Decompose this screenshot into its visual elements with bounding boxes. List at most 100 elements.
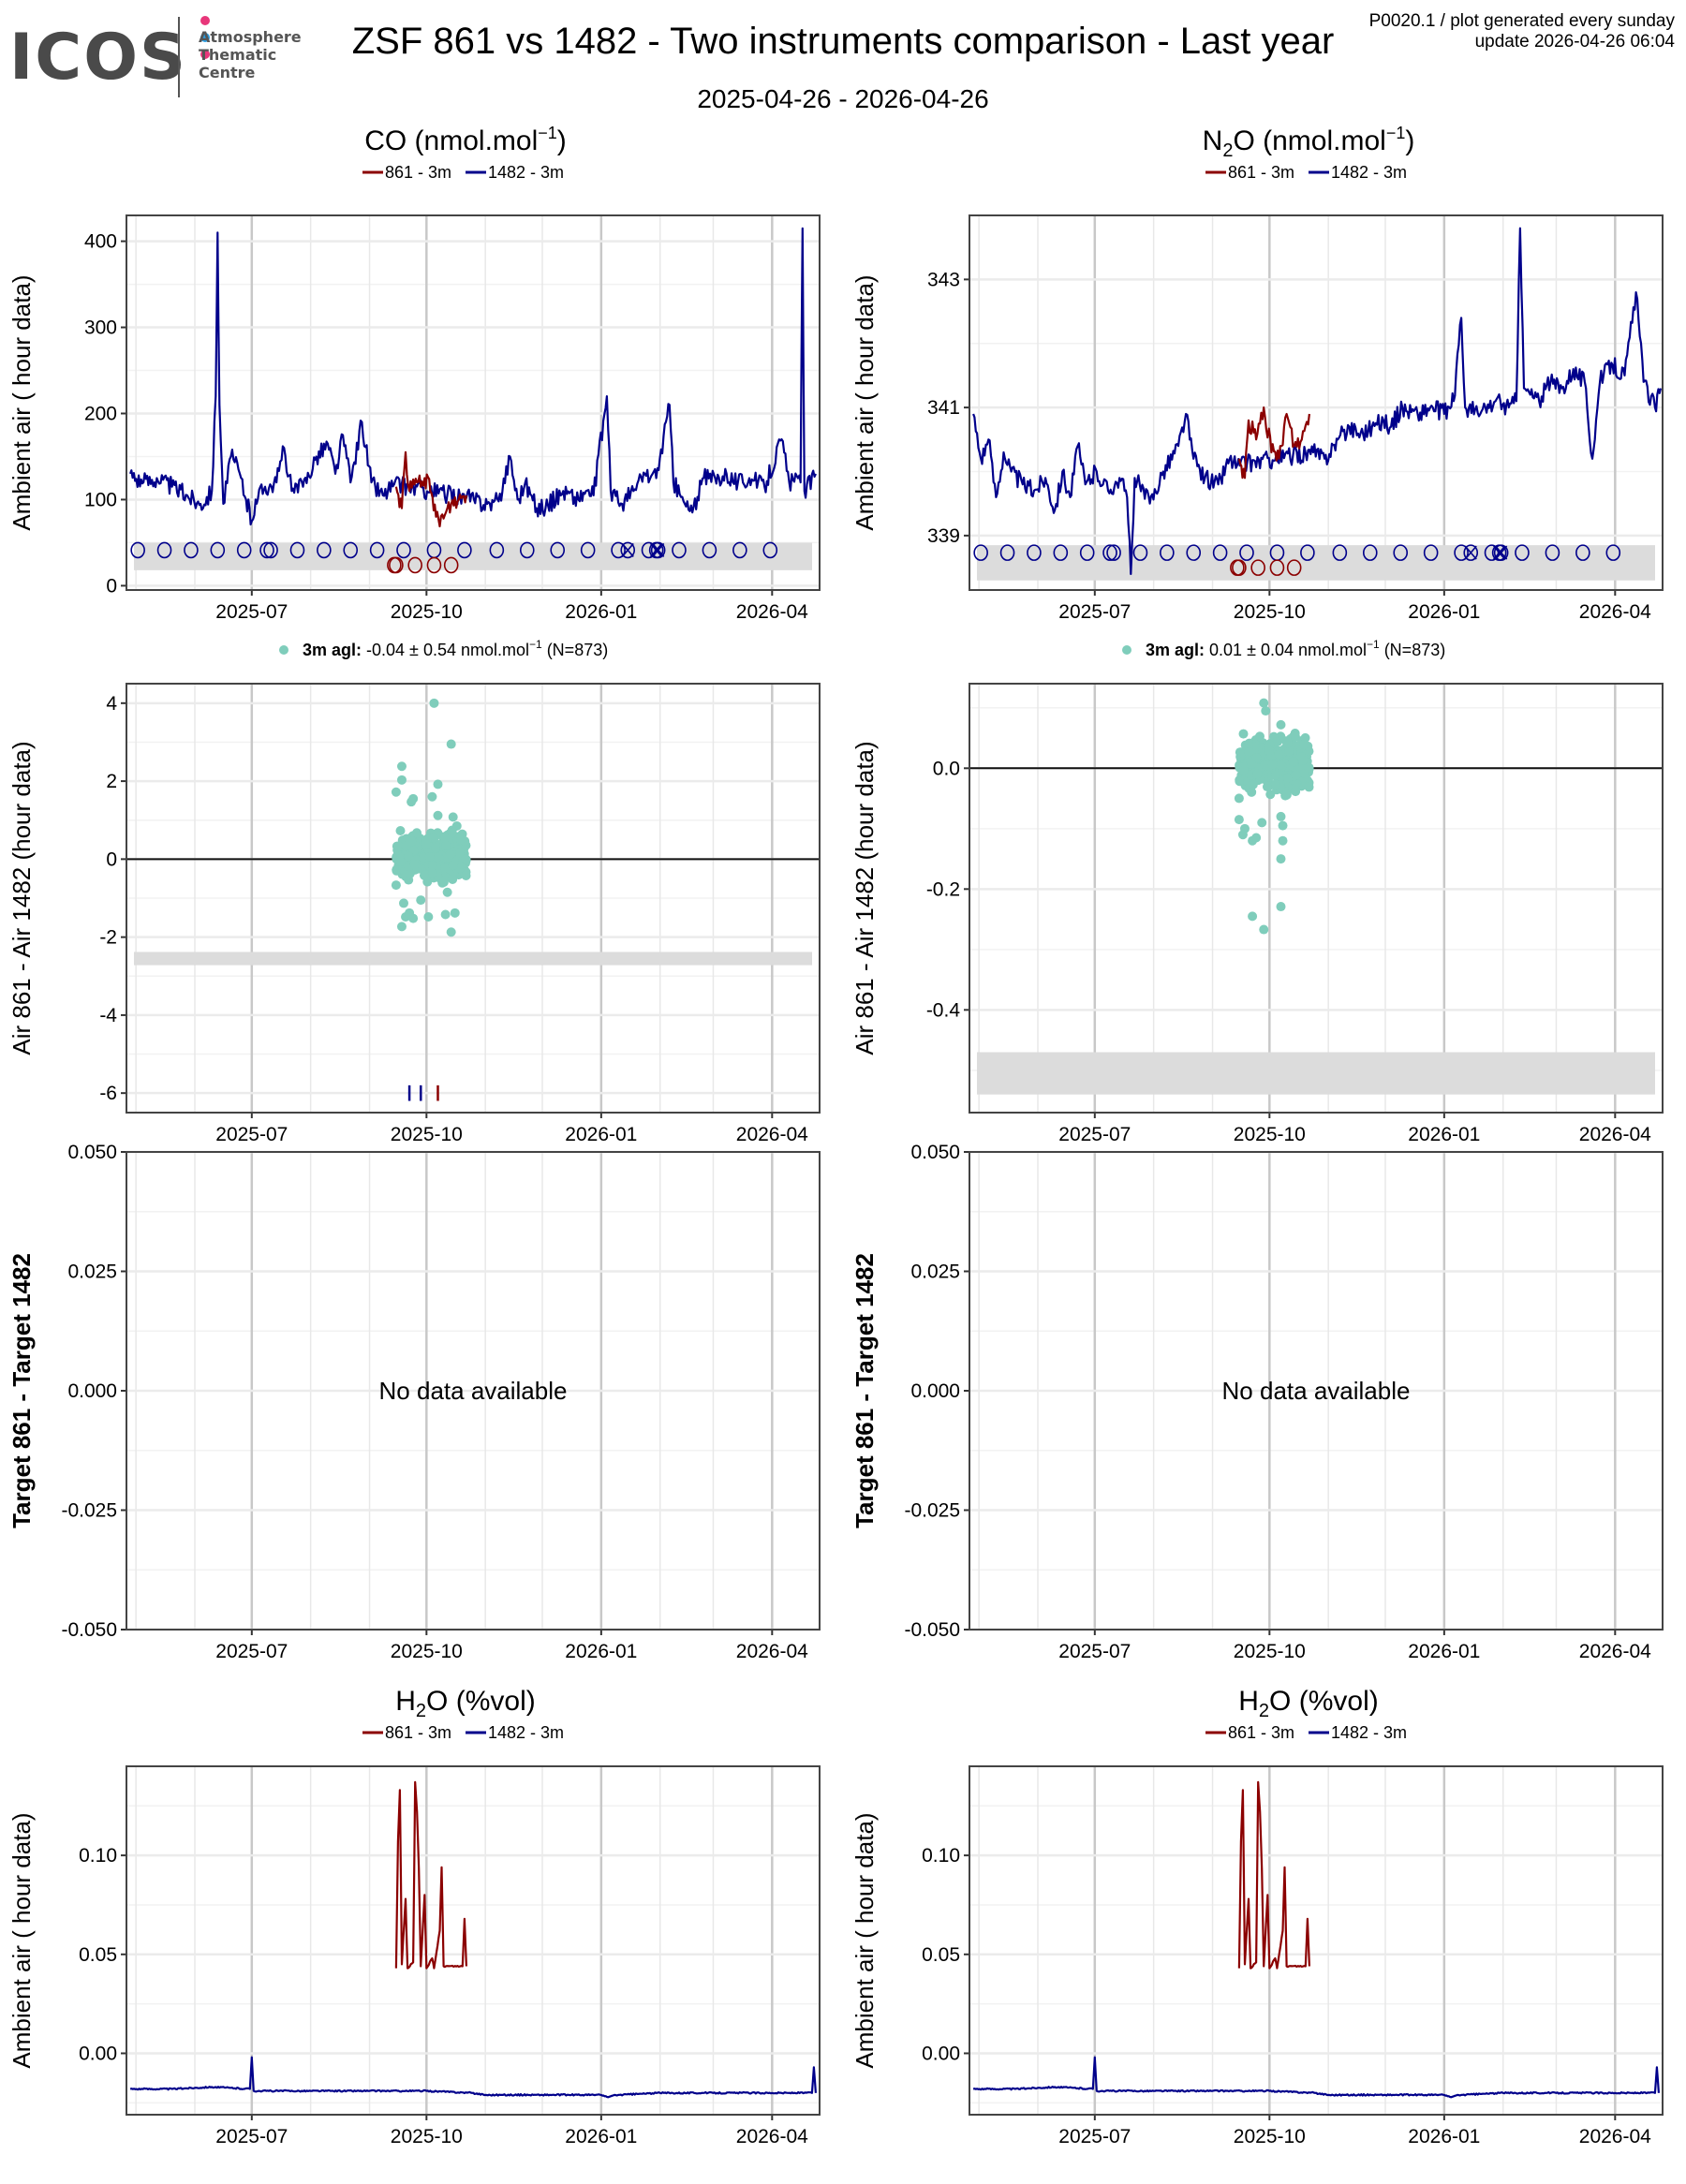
- diff-point: [1278, 820, 1288, 831]
- maintenance-marker: [672, 541, 687, 559]
- title-part: O (%vol): [426, 1686, 536, 1717]
- plot-frame: [126, 1765, 821, 2116]
- maintenance-marker: [1053, 544, 1069, 561]
- legend-1482-label: 1482 - 3m: [1331, 163, 1407, 182]
- diff-point: [1254, 731, 1264, 742]
- diff-point: [451, 820, 462, 831]
- diff-point: [1252, 769, 1263, 779]
- diff-point: [1274, 749, 1284, 760]
- y-tick-label: 0: [106, 849, 117, 870]
- event-band: [977, 1052, 1655, 1095]
- y-tick-label: 0.025: [67, 1262, 117, 1283]
- y-tick-label: 0.00: [922, 2043, 960, 2064]
- maintenance-marker: [1545, 544, 1560, 561]
- y-tick-label: 0.05: [922, 1944, 960, 1966]
- x-tick-label: 2025-10: [391, 2126, 463, 2147]
- meta-schedule: P0020.1 / plot generated every sunday: [1368, 11, 1675, 31]
- stats-part: -0.04 ± 0.54 nmol.mol: [362, 641, 529, 659]
- diff-point: [455, 834, 466, 845]
- diff-point: [1267, 760, 1278, 770]
- x-tick-label: 2026-01: [565, 601, 637, 623]
- x-tick-label: 2025-10: [1234, 1124, 1306, 1145]
- y-tick-label: 0.050: [67, 1142, 117, 1163]
- plot-frame: [969, 214, 1664, 591]
- logo-dot: [200, 50, 210, 59]
- diff-point: [1291, 770, 1301, 780]
- y-axis-label: Ambient air ( hour data): [850, 1812, 879, 2068]
- date-range: 2025-04-26 - 2026-04-26: [697, 84, 989, 113]
- cross-mark-icon: [621, 542, 634, 557]
- diff-point: [391, 880, 401, 891]
- h2o-left-panel: H2O (%vol) 861 - 3m 1482 - 3m 0.00 0.05 0.10 2…: [7, 1686, 821, 2147]
- maintenance-marker: [1575, 544, 1590, 561]
- logo-dot: [200, 33, 210, 42]
- maintenance-marker: [1239, 544, 1254, 561]
- diff-point: [391, 787, 401, 797]
- event-band: [134, 952, 812, 966]
- y-tick-label: 0.000: [67, 1380, 117, 1402]
- maintenance-marker: [519, 541, 535, 559]
- diff-point: [393, 841, 404, 851]
- legend-861-label: 861 - 3m: [1228, 163, 1294, 182]
- series-line-1482: [129, 227, 817, 526]
- page-title: ZSF 861 vs 1482 - Two instruments compar…: [351, 21, 1335, 62]
- panel-title: N2O (nmol.mol−1): [1203, 124, 1415, 161]
- diff-point: [1259, 698, 1269, 708]
- diff-point: [405, 868, 415, 878]
- diff-point: [401, 841, 411, 851]
- diff-point: [1238, 729, 1249, 739]
- y-tick-label: 0: [106, 575, 117, 597]
- legend-861-label: 861 - 3m: [385, 163, 451, 182]
- title-part: H: [1238, 1686, 1259, 1717]
- x-tick-label: 2026-04: [1579, 2126, 1651, 2147]
- maintenance-marker: [550, 541, 566, 559]
- plot-meta: P0020.1 / plot generated every sunday up…: [1369, 11, 1675, 52]
- co-diff-panel: -6 -4 -2 0 2 4 2025-07 2025-10 2026-01 2026-04 Air…: [7, 638, 821, 1145]
- no-data-message: No data available: [379, 1377, 568, 1405]
- maintenance-marker: [580, 541, 596, 559]
- plot-frame: [969, 683, 1664, 1114]
- maintenance-marker-861: [1250, 559, 1265, 576]
- diff-point: [399, 898, 408, 908]
- x-tick-label: 2026-01: [565, 1124, 637, 1145]
- plot-frame: [969, 1151, 1664, 1631]
- maintenance-marker: [641, 541, 657, 559]
- diff-point: [396, 775, 407, 785]
- diff-point: [404, 851, 414, 862]
- maintenance-marker: [210, 541, 226, 559]
- stats-part: 3m agl:: [1146, 641, 1205, 659]
- maintenance-marker-861: [1269, 559, 1285, 576]
- title-part: ): [1405, 125, 1414, 156]
- series-line-1482: [972, 227, 1663, 575]
- x-tick-label: 2025-07: [1058, 1641, 1131, 1662]
- flagged-marker: [1463, 544, 1479, 561]
- cross-mark-icon: [1495, 545, 1508, 560]
- series-line-861: [1237, 406, 1310, 480]
- co-ambient-panel: CO (nmol.mol−1) 861 - 3m 1482 - 3m 0 100 200 3…: [7, 124, 821, 623]
- diff-point: [461, 870, 471, 880]
- diff-point: [1288, 757, 1298, 767]
- diff-point: [1276, 719, 1286, 730]
- diff-point: [1239, 823, 1250, 834]
- maintenance-marker: [999, 544, 1015, 561]
- x-tick-label: 2026-04: [736, 601, 808, 623]
- diff-point: [441, 840, 451, 850]
- title-part: O (nmol.mol: [1233, 125, 1385, 156]
- diff-point: [427, 868, 437, 878]
- maintenance-marker: [1027, 544, 1042, 561]
- diff-point: [396, 922, 407, 932]
- diff-point: [1251, 753, 1262, 763]
- x-tick-label: 2025-07: [215, 1641, 288, 1662]
- stats-part: (N=873): [1380, 641, 1446, 659]
- logo-line: Thematic: [199, 46, 277, 64]
- diff-point: [448, 861, 458, 871]
- title-part: H: [395, 1686, 416, 1717]
- maintenance-marker: [1515, 544, 1530, 561]
- y-tick-label: 400: [84, 231, 117, 253]
- x-tick-label: 2026-01: [1408, 601, 1480, 623]
- maintenance-marker: [1332, 544, 1348, 561]
- y-tick-label: -0.025: [61, 1500, 117, 1522]
- x-tick-label: 2026-04: [1579, 601, 1651, 623]
- x-tick-label: 2025-10: [391, 601, 463, 623]
- legend-1482-label: 1482 - 3m: [488, 163, 564, 182]
